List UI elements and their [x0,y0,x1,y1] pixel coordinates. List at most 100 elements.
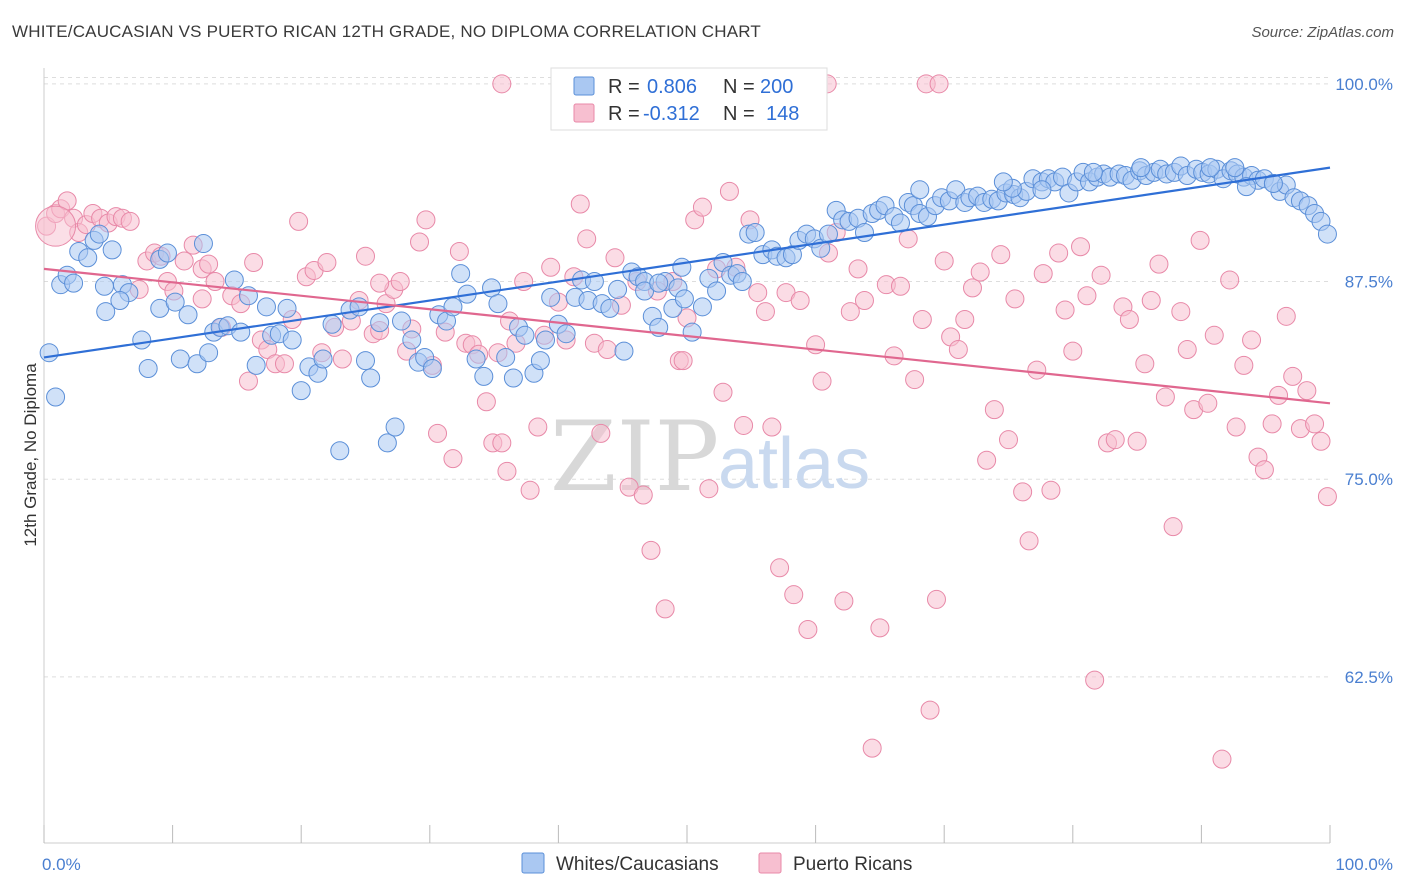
data-point-large [35,205,77,247]
data-point [1131,158,1151,178]
data-point [390,272,410,292]
data-point [745,222,765,242]
data-point [476,392,496,412]
data-point [289,211,309,231]
data-point [110,291,130,310]
data-point [633,485,653,505]
data-point [174,251,194,271]
data-point [530,351,550,371]
data-point [910,180,930,200]
data-point [246,355,266,375]
data-point [496,347,516,367]
data-point [89,224,109,244]
data-point [451,264,471,284]
data-point [377,433,397,453]
legend-r-value-pink: -0.312 [643,103,700,125]
data-point [934,251,954,271]
data-point [556,324,576,344]
data-point [193,234,213,254]
data-point [920,700,940,720]
data-point [1083,162,1103,182]
data-point [812,371,832,391]
data-point [120,211,140,231]
data-point [392,311,412,331]
data-point [1127,431,1147,451]
data-point [614,341,634,361]
data-point [199,254,219,274]
data-point [770,558,790,578]
data-point [274,354,294,374]
data-point [356,351,375,371]
data-point [790,291,810,310]
data-point [591,423,611,443]
data-point [577,229,597,249]
watermark: ZIP atlas [550,401,870,513]
data-point [854,222,874,242]
data-point [422,359,442,379]
data-point [912,309,932,329]
data-point [692,297,712,317]
data-point [884,346,904,366]
data-point [682,322,702,342]
data-point [449,241,469,261]
data-point [929,74,949,94]
data-point [466,349,486,369]
data-point [970,262,990,282]
trend-line-whites [43,166,1331,359]
data-point [1071,237,1091,257]
data-point [962,278,982,298]
x-tick-label-max: 100.0% [1335,855,1393,874]
legend-n-label-pink: N = [723,103,755,125]
trend-lines [43,166,1331,405]
data-point [977,450,997,470]
data-point [1236,177,1256,197]
legend-box-frame [550,67,828,131]
data-point [497,461,517,481]
data-point [1091,265,1111,285]
data-point [1283,366,1303,386]
x-tick-label-min: 0.0% [42,855,81,874]
data-point [515,325,535,345]
data-point [707,281,727,301]
data-point [492,433,512,453]
data-point [784,585,804,605]
data-point [1013,482,1033,502]
data-point [1225,158,1245,178]
data-point [1212,749,1232,769]
data-point [1305,414,1325,434]
data-point [178,305,198,325]
data-point [732,272,752,292]
data-point [1220,270,1240,290]
data-point [692,197,712,217]
legend-box: R = 0.806 N = 200 R = -0.312 N = 148 [550,67,828,131]
data-point [818,224,838,244]
data-point [528,417,548,437]
data-point [78,248,98,268]
data-point [600,298,620,318]
data-point [317,253,337,273]
data-point [64,273,84,293]
trend-line-puerto-ricans [43,267,1331,405]
data-point [520,480,540,500]
data-point [1198,393,1218,413]
y-tick-label: 87.5% [1345,273,1393,292]
data-point [192,289,212,309]
data-point [1190,230,1210,250]
data-point [999,430,1018,450]
data-point [1254,460,1274,480]
data-point [1163,517,1183,537]
data-point [385,417,405,437]
data-point [748,283,768,303]
data-point [46,387,66,407]
data-point [1055,300,1075,320]
data-point [762,417,782,437]
data-point [673,351,693,371]
legend-r-value-blue: 0.806 [647,76,697,98]
data-point [322,314,342,334]
data-point [1027,360,1047,380]
bottom-legend-label-whites: Whites/Caucasians [556,854,719,875]
data-point [370,273,390,293]
data-point [231,322,251,342]
data-point [503,368,523,388]
